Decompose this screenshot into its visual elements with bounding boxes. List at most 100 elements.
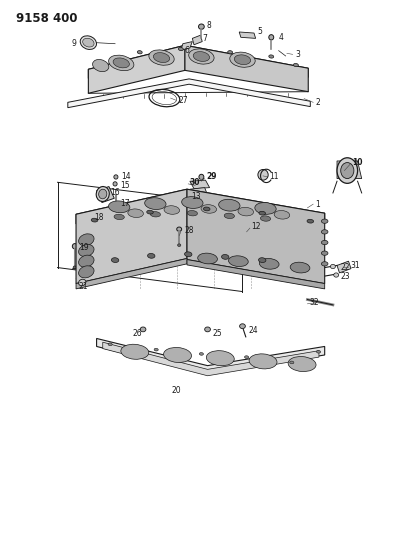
Ellipse shape [222, 254, 229, 260]
Ellipse shape [79, 266, 94, 278]
Text: 15: 15 [120, 181, 129, 190]
Text: 14: 14 [121, 173, 131, 181]
Ellipse shape [245, 356, 249, 359]
Ellipse shape [96, 187, 109, 201]
Text: 1: 1 [316, 200, 321, 208]
Ellipse shape [245, 249, 248, 252]
Text: 27: 27 [179, 96, 188, 104]
Ellipse shape [234, 55, 251, 64]
Ellipse shape [149, 50, 174, 65]
Ellipse shape [259, 211, 266, 215]
Text: 30: 30 [190, 178, 201, 187]
Polygon shape [88, 45, 308, 78]
Ellipse shape [153, 53, 170, 62]
Ellipse shape [109, 201, 130, 213]
Ellipse shape [321, 240, 328, 245]
Ellipse shape [148, 253, 155, 259]
Polygon shape [97, 187, 114, 203]
Ellipse shape [244, 227, 249, 232]
Ellipse shape [269, 55, 274, 58]
Ellipse shape [290, 361, 294, 364]
Ellipse shape [240, 324, 245, 328]
Text: 6: 6 [184, 46, 189, 55]
Text: 32: 32 [309, 298, 319, 307]
Ellipse shape [321, 230, 328, 234]
Text: 28: 28 [184, 226, 194, 235]
Ellipse shape [290, 262, 310, 273]
Text: 8: 8 [206, 21, 211, 30]
Ellipse shape [199, 174, 204, 180]
Ellipse shape [334, 273, 339, 277]
Polygon shape [181, 42, 192, 50]
Ellipse shape [79, 279, 86, 286]
Ellipse shape [224, 213, 234, 219]
Polygon shape [185, 45, 308, 92]
Ellipse shape [113, 182, 117, 186]
Text: 4: 4 [279, 33, 284, 42]
Text: 3: 3 [295, 50, 300, 59]
Text: 2: 2 [316, 98, 321, 107]
Text: 25: 25 [213, 329, 222, 337]
Ellipse shape [109, 55, 134, 71]
Text: 16: 16 [110, 189, 120, 197]
Polygon shape [190, 188, 207, 196]
Ellipse shape [128, 209, 143, 217]
Ellipse shape [341, 163, 354, 179]
Ellipse shape [86, 214, 90, 218]
Ellipse shape [111, 257, 119, 263]
Polygon shape [68, 79, 310, 108]
Polygon shape [103, 342, 319, 376]
Ellipse shape [145, 198, 166, 209]
Polygon shape [190, 180, 210, 189]
Text: 29: 29 [206, 173, 217, 181]
Text: 20: 20 [172, 386, 181, 394]
Text: 7: 7 [202, 34, 207, 43]
Polygon shape [239, 32, 256, 38]
Text: 5: 5 [257, 28, 262, 36]
Ellipse shape [92, 60, 109, 71]
Text: 22: 22 [340, 263, 350, 272]
Ellipse shape [229, 256, 248, 266]
Ellipse shape [274, 211, 290, 219]
Ellipse shape [108, 343, 112, 346]
Ellipse shape [185, 252, 192, 257]
Text: 19: 19 [79, 244, 88, 252]
Ellipse shape [259, 257, 266, 263]
Ellipse shape [164, 348, 192, 362]
Ellipse shape [238, 207, 254, 216]
Ellipse shape [79, 245, 94, 256]
Text: 13: 13 [191, 192, 201, 200]
Ellipse shape [321, 251, 328, 255]
Ellipse shape [307, 219, 314, 223]
Ellipse shape [255, 203, 276, 214]
Ellipse shape [79, 234, 94, 246]
Ellipse shape [219, 199, 240, 211]
Ellipse shape [330, 264, 335, 269]
Ellipse shape [150, 212, 160, 217]
Ellipse shape [199, 352, 203, 356]
Ellipse shape [187, 211, 197, 216]
Ellipse shape [80, 36, 97, 50]
Text: 31: 31 [350, 261, 360, 270]
Ellipse shape [83, 38, 94, 47]
Polygon shape [76, 189, 187, 284]
Ellipse shape [73, 266, 76, 269]
Ellipse shape [164, 206, 180, 214]
Ellipse shape [178, 47, 183, 51]
Ellipse shape [113, 58, 129, 68]
Ellipse shape [228, 51, 233, 54]
Ellipse shape [114, 175, 118, 179]
Ellipse shape [114, 214, 124, 220]
Polygon shape [337, 161, 362, 179]
Ellipse shape [337, 158, 358, 183]
Text: 9158 400: 9158 400 [16, 12, 78, 25]
Ellipse shape [177, 227, 182, 231]
Ellipse shape [182, 197, 203, 208]
Text: 11: 11 [269, 173, 279, 181]
Ellipse shape [199, 24, 204, 29]
Ellipse shape [72, 244, 77, 249]
Ellipse shape [147, 210, 153, 214]
Text: 23: 23 [340, 272, 350, 280]
Ellipse shape [140, 327, 146, 332]
Polygon shape [97, 338, 325, 374]
